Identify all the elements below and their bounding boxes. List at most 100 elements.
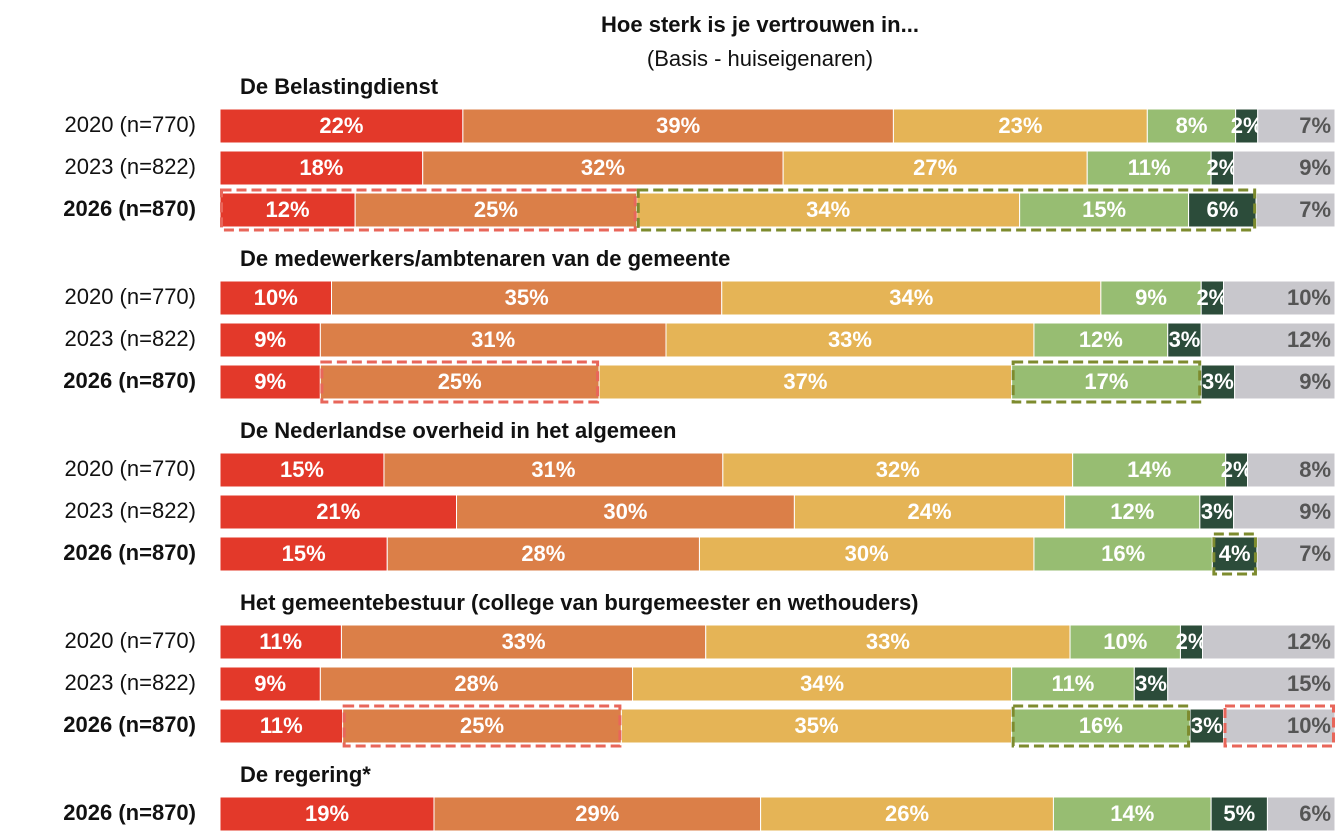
bar-segment [219, 280, 332, 316]
bar-segment [340, 624, 707, 660]
value-label: 33% [828, 327, 872, 352]
highlight-box [1223, 704, 1335, 748]
bar-segment [782, 150, 1088, 186]
group-title: De regering* [240, 762, 371, 787]
bar-segment [1211, 536, 1258, 572]
value-label: 11% [1052, 671, 1095, 696]
value-label: 33% [866, 629, 910, 654]
bar-segment [219, 708, 344, 744]
value-label: 12% [1287, 629, 1331, 654]
bar-segment [1033, 322, 1169, 358]
value-label: 34% [800, 671, 844, 696]
bar-segment [892, 108, 1148, 144]
bar-segment [620, 708, 1013, 744]
bar-segment [1256, 536, 1336, 572]
value-label: 2% [1196, 285, 1228, 310]
value-label: 24% [908, 499, 952, 524]
group-title: Het gemeentebestuur (college van burgeme… [240, 590, 919, 615]
value-label: 12% [1079, 327, 1123, 352]
highlight-box [1011, 704, 1191, 748]
bar-segment [319, 322, 667, 358]
value-label: 19% [305, 801, 349, 826]
value-label: 3% [1191, 713, 1223, 738]
bar-segment [462, 108, 894, 144]
value-label: 2% [1206, 155, 1238, 180]
value-label: 27% [913, 155, 957, 180]
value-label: 34% [889, 285, 933, 310]
row-label: 2020 (n=770) [65, 628, 197, 653]
highlight-box [220, 188, 637, 232]
highlight-box [342, 704, 622, 748]
value-label: 7% [1299, 113, 1331, 138]
highlight-box [320, 360, 600, 404]
value-label: 10% [1103, 629, 1147, 654]
value-label: 15% [282, 541, 326, 566]
value-label: 29% [575, 801, 619, 826]
value-label: 10% [1287, 285, 1331, 310]
highlight-box [636, 188, 1257, 232]
value-label: 12% [266, 197, 310, 222]
value-label: 25% [460, 713, 504, 738]
bar-segment [1266, 796, 1336, 832]
value-label: 7% [1299, 197, 1331, 222]
chart-subtitle: (Basis - huiseigenaren) [647, 46, 873, 71]
bar-segment [722, 452, 1074, 488]
value-label: 7% [1299, 541, 1331, 566]
bar-segment [1011, 708, 1191, 744]
row-label: 2026 (n=870) [63, 368, 196, 393]
bar-segment [1019, 192, 1190, 228]
bar-segment [636, 192, 1021, 228]
bar-segment [1247, 452, 1336, 488]
value-label: 9% [254, 369, 286, 394]
bar-segment [1200, 322, 1336, 358]
value-label: 15% [1287, 671, 1331, 696]
bar-segment [1069, 624, 1181, 660]
value-label: 21% [316, 499, 360, 524]
bar-segment [1223, 280, 1336, 316]
value-label: 11% [259, 629, 302, 654]
bar-segment [219, 796, 435, 832]
value-label: 10% [1287, 713, 1331, 738]
value-label: 15% [280, 457, 324, 482]
row-label: 2020 (n=770) [65, 112, 197, 137]
row-label: 2023 (n=822) [65, 670, 197, 695]
bar-segment [1233, 494, 1336, 530]
bar-segment [219, 108, 464, 144]
value-label: 8% [1176, 113, 1208, 138]
bar-segment [705, 624, 1071, 660]
bar-segment [1200, 364, 1236, 400]
bar-segment [698, 536, 1035, 572]
value-label: 30% [845, 541, 889, 566]
bar-segment [1210, 796, 1268, 832]
value-label: 8% [1299, 457, 1331, 482]
bar-segment [1100, 280, 1202, 316]
row-label: 2023 (n=822) [65, 498, 197, 523]
value-label: 4% [1219, 541, 1251, 566]
highlight-box [1011, 360, 1202, 404]
row-label: 2020 (n=770) [65, 284, 197, 309]
bar-segment [1255, 192, 1336, 228]
row-label: 2023 (n=822) [65, 326, 197, 351]
bar-segment [219, 452, 385, 488]
value-label: 6% [1206, 197, 1238, 222]
value-label: 35% [505, 285, 549, 310]
value-label: 3% [1135, 671, 1167, 696]
value-label: 25% [474, 197, 518, 222]
value-label: 16% [1079, 713, 1123, 738]
value-label: 10% [254, 285, 298, 310]
bar-segment [219, 322, 321, 358]
bar-segment [456, 494, 795, 530]
bar-segment [760, 796, 1054, 832]
value-label: 6% [1299, 801, 1331, 826]
bar-segment [1133, 666, 1169, 702]
value-label: 14% [1127, 457, 1171, 482]
bar-segment [1011, 666, 1135, 702]
value-label: 9% [254, 671, 286, 696]
value-label: 9% [1299, 499, 1331, 524]
bar-segment [219, 150, 424, 186]
bar-segment [383, 452, 724, 488]
value-label: 3% [1201, 499, 1233, 524]
row-label: 2026 (n=870) [63, 712, 196, 737]
value-label: 11% [1128, 155, 1171, 180]
